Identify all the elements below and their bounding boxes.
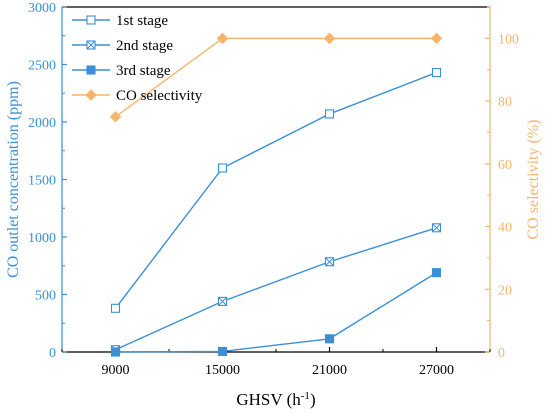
- data-point-cross: [432, 223, 441, 233]
- y-left-tick-label: 2000: [28, 116, 56, 131]
- data-point: [217, 346, 228, 356]
- series-3rd-stage: [110, 268, 442, 357]
- y-left-tick-label: 1000: [28, 231, 56, 246]
- y-left-tick-label: 1500: [28, 174, 56, 189]
- data-point-cross: [218, 297, 227, 306]
- y-right-axis-label: CO selectivity (%): [525, 120, 542, 240]
- legend-label: 1st stage: [116, 13, 168, 29]
- y-right-tick-label: 40: [498, 221, 512, 236]
- data-point: [324, 334, 335, 344]
- axes: 0 500 1000 1500 2000 2500 3000 0 20 40 60 80 100 9000…: [28, 1, 519, 378]
- legend-label: 2nd stage: [116, 38, 173, 54]
- y-right-tick-label: 0: [498, 346, 505, 361]
- x-tick-label: 27000: [419, 363, 454, 378]
- x-axis-label-base: GHSV (h: [236, 390, 301, 409]
- data-point: [217, 163, 228, 173]
- data-point: [216, 32, 229, 45]
- y-left-axis-label: CO outlet concentration (ppm): [5, 81, 22, 278]
- x-tick-label: 9000: [102, 363, 130, 378]
- data-point: [324, 109, 335, 119]
- series-line: [115, 37, 437, 118]
- y-left-tick-label: 2500: [28, 59, 56, 74]
- x-axis-label: GHSV (h-1): [236, 390, 315, 409]
- legend-item: CO selectivity: [72, 88, 203, 104]
- y-left-tick-label: 0: [49, 346, 56, 361]
- y-right-tick-label: 20: [498, 283, 512, 298]
- series-line: [115, 272, 437, 353]
- x-tick-label: 21000: [312, 363, 347, 378]
- data-point-cross: [86, 40, 96, 50]
- series-2nd-stage: [110, 223, 442, 355]
- legend-item: 2nd stage: [72, 38, 173, 54]
- data-point: [109, 111, 122, 123]
- series-line: [115, 227, 437, 351]
- legend-item: 1st stage: [72, 13, 168, 29]
- x-tick-label: 15000: [205, 363, 240, 378]
- y-right-tick-label: 80: [498, 95, 512, 110]
- data-point: [431, 68, 442, 78]
- legend: 1st stage 2nd stage 3rd stage CO selectivit…: [72, 13, 203, 104]
- y-right-tick-label: 100: [498, 32, 519, 47]
- data-point: [110, 303, 121, 313]
- data-point: [86, 15, 96, 25]
- data-point: [431, 268, 442, 278]
- y-left-tick-label: 500: [35, 289, 56, 304]
- data-point: [110, 347, 121, 357]
- data-point: [85, 89, 97, 101]
- y-right-tick-label: 60: [498, 158, 512, 173]
- series-layer: [109, 32, 443, 357]
- x-axis-label-end: ): [310, 390, 316, 409]
- series-line: [114, 71, 437, 309]
- x-axis-label-sup: -1: [301, 390, 310, 402]
- data-point: [323, 32, 336, 45]
- y-left-tick-label: 3000: [28, 1, 56, 16]
- legend-label: CO selectivity: [116, 88, 203, 104]
- legend-label: 3rd stage: [116, 63, 171, 79]
- data-point: [430, 32, 443, 45]
- legend-item: 3rd stage: [72, 63, 171, 79]
- series-co-selectivity: [109, 32, 443, 123]
- data-point-cross: [325, 257, 334, 267]
- data-point: [86, 65, 96, 75]
- series-1st-stage: [110, 68, 442, 313]
